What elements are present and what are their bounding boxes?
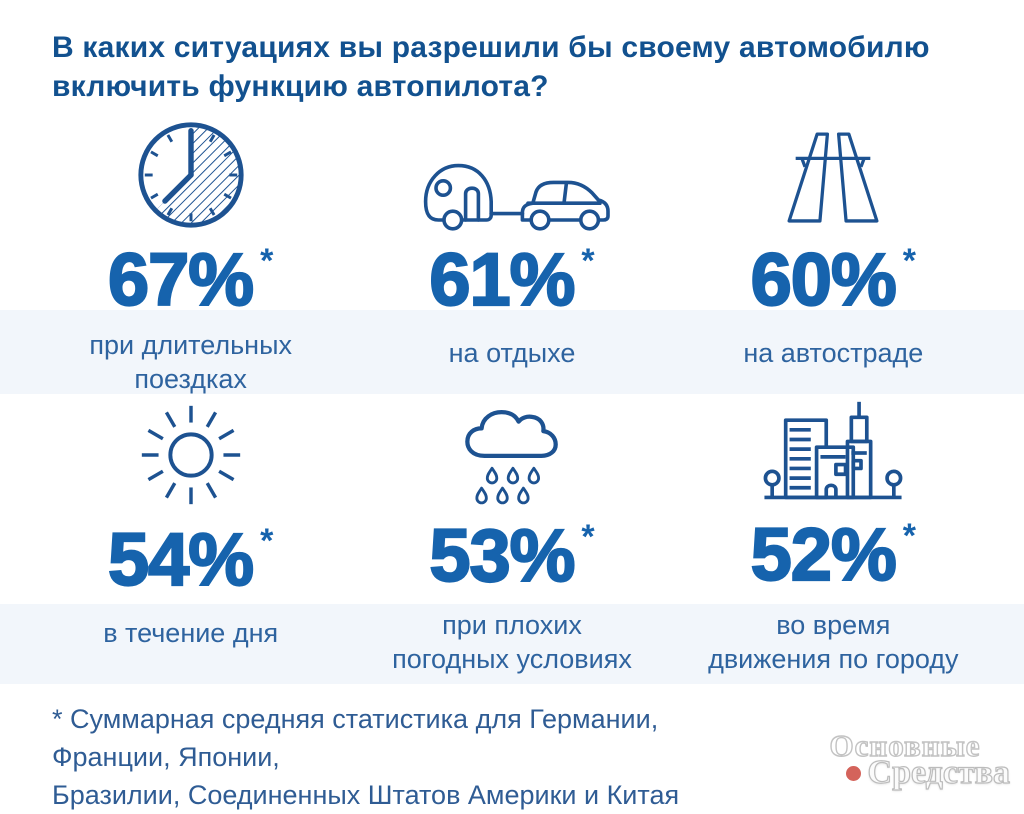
stat-asterisk: * (902, 242, 916, 280)
city-icon (759, 396, 907, 509)
stat-card-bad-weather: 53% * при плохих погодных условиях (351, 396, 672, 676)
stat-card-highway: 60% * на автостраде (673, 116, 994, 396)
stat-value: 67% (107, 238, 255, 321)
watermark-line1: Основные (829, 728, 981, 763)
stat-asterisk: * (260, 522, 274, 560)
background-band-row1 (0, 310, 1024, 394)
stat-label: на автостраде (743, 338, 924, 368)
stat-asterisk: * (581, 242, 595, 280)
stat-value-row: 53% * (428, 510, 595, 604)
page-title: В каких ситуациях вы разрешили бы своему… (52, 31, 930, 103)
stat-value: 53% (428, 514, 576, 597)
clock-icon (132, 116, 250, 234)
stat-value-row: 52% * (750, 509, 916, 604)
stat-value: 52% (750, 513, 898, 597)
stat-label: при длительных поездках (89, 330, 292, 394)
stat-asterisk: * (902, 517, 916, 556)
stat-asterisk: * (260, 242, 274, 280)
watermark-line2: Средства (867, 754, 1011, 791)
highway-icon (777, 116, 889, 234)
stat-value-row: 60% * (750, 234, 916, 332)
stat-card-city-driving: 52% * во время движения по городу (673, 396, 994, 676)
stats-grid: 67% * при длительных поездках (0, 116, 1024, 676)
sun-icon (132, 396, 250, 514)
watermark-line2-row: Средства (845, 754, 1011, 791)
stat-label: при плохих погодных условиях (392, 610, 632, 674)
stat-label: во время движения по городу (708, 610, 959, 674)
stat-value: 60% (750, 238, 898, 321)
stat-card-long-trips: 67% * при длительных поездках (30, 116, 351, 396)
stat-asterisk: * (581, 518, 595, 556)
stat-value: 61% (428, 238, 576, 321)
stat-label: на отдыхе (448, 338, 576, 368)
stat-value: 54% (107, 518, 255, 601)
footnote: * Суммарная средняя статистика для Герма… (52, 704, 680, 810)
stat-value-row: 67% * (107, 234, 274, 324)
background-band-row2 (0, 604, 1024, 684)
stat-label: в течение дня (103, 618, 279, 648)
infographic-page: В каких ситуациях вы разрешили бы своему… (0, 31, 1024, 810)
watermark-dot (845, 765, 861, 781)
stat-card-vacation: 61% * на отдыхе (351, 116, 672, 396)
watermark-logo: Основные Средства (829, 728, 1011, 791)
caravan-car-icon (408, 116, 616, 234)
stat-value-row: 54% * (107, 514, 274, 612)
stat-value-row: 61% * (428, 234, 595, 332)
rain-cloud-icon (455, 396, 569, 510)
stat-card-daytime: 54% * в течение дня (30, 396, 351, 676)
